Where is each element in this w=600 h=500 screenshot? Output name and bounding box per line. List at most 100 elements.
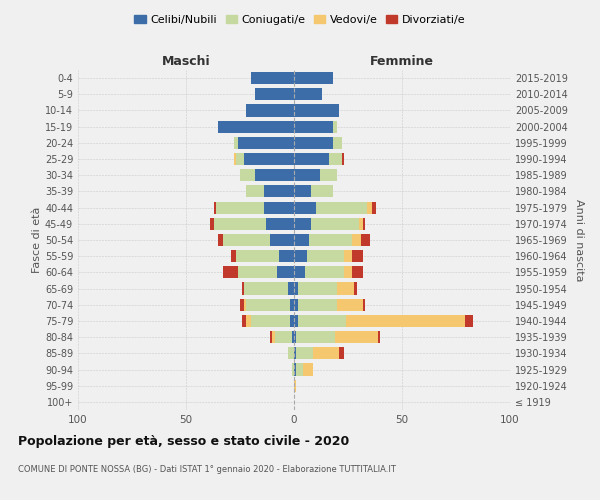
- Bar: [251, 315, 290, 327]
- Bar: [272, 331, 275, 343]
- Bar: [352, 266, 363, 278]
- Bar: [298, 298, 337, 311]
- Text: Femmine: Femmine: [370, 56, 434, 68]
- Bar: [244, 298, 247, 311]
- Bar: [340, 348, 344, 360]
- Bar: [233, 137, 238, 149]
- Bar: [292, 364, 294, 376]
- Bar: [236, 250, 279, 262]
- Bar: [311, 218, 359, 230]
- Bar: [244, 282, 287, 294]
- Y-axis label: Anni di nascita: Anni di nascita: [574, 198, 584, 281]
- Bar: [309, 234, 352, 246]
- Bar: [335, 331, 378, 343]
- Bar: [279, 250, 294, 262]
- Text: Maschi: Maschi: [161, 56, 211, 68]
- Bar: [270, 331, 272, 343]
- Bar: [247, 315, 251, 327]
- Bar: [378, 331, 380, 343]
- Bar: [346, 315, 464, 327]
- Bar: [294, 137, 333, 149]
- Bar: [270, 234, 294, 246]
- Bar: [218, 120, 294, 132]
- Bar: [464, 315, 473, 327]
- Bar: [352, 234, 361, 246]
- Bar: [247, 104, 294, 117]
- Bar: [294, 348, 296, 360]
- Text: COMUNE DI PONTE NOSSA (BG) - Dati ISTAT 1° gennaio 2020 - Elaborazione TUTTITALI: COMUNE DI PONTE NOSSA (BG) - Dati ISTAT …: [18, 465, 396, 474]
- Bar: [344, 250, 352, 262]
- Bar: [214, 218, 266, 230]
- Bar: [294, 104, 340, 117]
- Bar: [240, 169, 255, 181]
- Bar: [294, 153, 329, 165]
- Bar: [307, 250, 344, 262]
- Bar: [294, 364, 296, 376]
- Bar: [247, 298, 290, 311]
- Bar: [298, 282, 337, 294]
- Bar: [294, 331, 296, 343]
- Bar: [292, 331, 294, 343]
- Bar: [363, 218, 365, 230]
- Bar: [344, 266, 352, 278]
- Bar: [333, 120, 337, 132]
- Bar: [242, 282, 244, 294]
- Bar: [333, 137, 341, 149]
- Bar: [341, 153, 344, 165]
- Bar: [296, 348, 313, 360]
- Bar: [255, 169, 294, 181]
- Bar: [352, 250, 363, 262]
- Bar: [294, 169, 320, 181]
- Bar: [294, 250, 307, 262]
- Legend: Celibi/Nubili, Coniugati/e, Vedovi/e, Divorziati/e: Celibi/Nubili, Coniugati/e, Vedovi/e, Di…: [130, 10, 470, 29]
- Bar: [238, 137, 294, 149]
- Bar: [294, 120, 333, 132]
- Bar: [294, 88, 322, 101]
- Bar: [294, 186, 311, 198]
- Bar: [294, 266, 305, 278]
- Bar: [287, 348, 294, 360]
- Bar: [223, 234, 270, 246]
- Bar: [247, 186, 264, 198]
- Bar: [361, 234, 370, 246]
- Bar: [294, 234, 309, 246]
- Bar: [218, 234, 223, 246]
- Bar: [296, 364, 302, 376]
- Bar: [363, 298, 365, 311]
- Bar: [355, 282, 356, 294]
- Bar: [255, 88, 294, 101]
- Bar: [311, 186, 333, 198]
- Bar: [372, 202, 376, 213]
- Bar: [275, 331, 292, 343]
- Bar: [264, 202, 294, 213]
- Bar: [242, 315, 247, 327]
- Bar: [367, 202, 372, 213]
- Bar: [223, 266, 238, 278]
- Bar: [298, 315, 346, 327]
- Bar: [294, 298, 298, 311]
- Bar: [251, 72, 294, 84]
- Bar: [264, 186, 294, 198]
- Bar: [329, 153, 341, 165]
- Bar: [287, 282, 294, 294]
- Bar: [294, 315, 298, 327]
- Bar: [266, 218, 294, 230]
- Bar: [277, 266, 294, 278]
- Bar: [294, 282, 298, 294]
- Bar: [244, 153, 294, 165]
- Bar: [316, 202, 367, 213]
- Text: Popolazione per età, sesso e stato civile - 2020: Popolazione per età, sesso e stato civil…: [18, 435, 349, 448]
- Bar: [294, 380, 296, 392]
- Bar: [290, 315, 294, 327]
- Bar: [296, 331, 335, 343]
- Bar: [216, 202, 264, 213]
- Bar: [320, 169, 337, 181]
- Bar: [232, 250, 236, 262]
- Bar: [240, 298, 244, 311]
- Bar: [305, 266, 344, 278]
- Bar: [290, 298, 294, 311]
- Bar: [294, 218, 311, 230]
- Bar: [233, 153, 236, 165]
- Bar: [214, 202, 216, 213]
- Bar: [359, 218, 363, 230]
